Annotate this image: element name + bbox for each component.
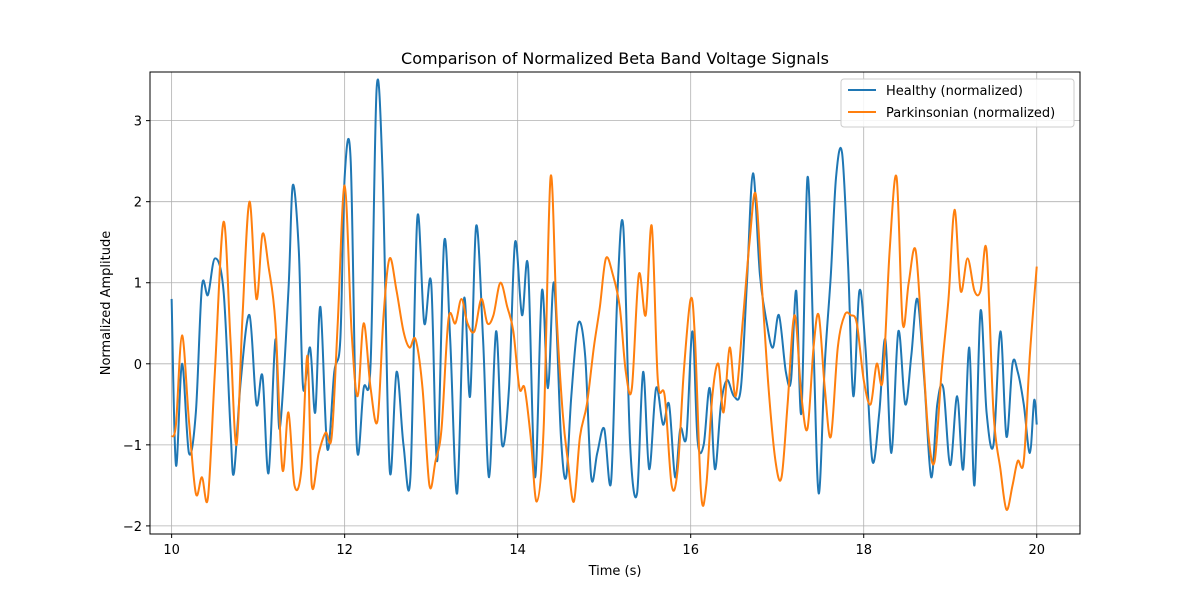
x-tick-label: 16 (682, 543, 699, 558)
y-tick-label: 0 (134, 358, 142, 373)
chart-title: Comparison of Normalized Beta Band Volta… (401, 49, 829, 68)
x-tick-label: 14 (509, 543, 526, 558)
x-axis-label: Time (s) (588, 564, 642, 579)
legend-box (840, 78, 1075, 128)
y-axis-label: Normalized Amplitude (99, 231, 114, 375)
legend: Healthy (normalized) Parkinsonian (norma… (840, 78, 1075, 128)
y-tick-label: 2 (134, 196, 142, 211)
legend-label-healthy: Healthy (normalized) (886, 84, 1023, 99)
series-line-parkinsonian (170, 174, 1038, 511)
series-layer (170, 78, 1038, 511)
y-tick-label: −2 (123, 520, 142, 535)
y-tick-label: −1 (123, 439, 142, 454)
x-tick-label: 10 (163, 543, 180, 558)
legend-label-parkinsonian: Parkinsonian (normalized) (886, 106, 1055, 121)
x-tick-label: 20 (1028, 543, 1045, 558)
plot-frame (149, 71, 1081, 535)
x-tick-label: 18 (855, 543, 872, 558)
y-tick-label: 3 (134, 115, 142, 130)
x-tick-label: 12 (336, 543, 353, 558)
y-tick-label: 1 (134, 277, 142, 292)
